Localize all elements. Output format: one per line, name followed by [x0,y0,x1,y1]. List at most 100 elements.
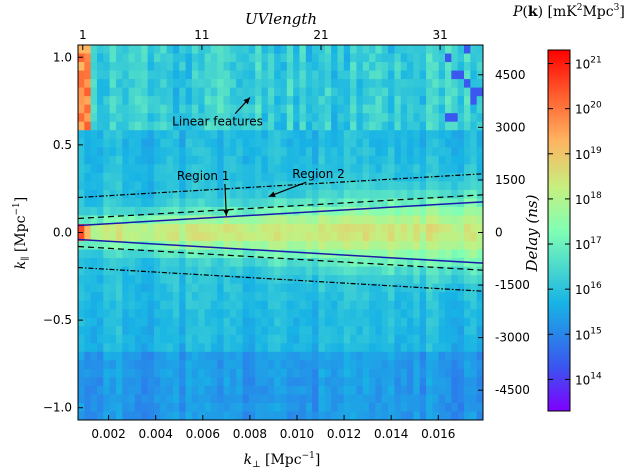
heatmap-cell [331,411,339,420]
heatmap-cell [419,385,427,396]
heatmap-cell [255,360,263,370]
heatmap-cell [153,368,161,378]
heatmap-cell [122,377,130,387]
heatmap-cell [255,62,263,72]
heatmap-cell [274,223,282,234]
heatmap-cell [274,317,282,327]
heatmap-cell [457,385,465,396]
heatmap-cell [191,394,199,404]
heatmap-cell [400,138,408,148]
heatmap-cell [242,334,250,344]
heatmap-cell [293,223,301,234]
heatmap-cell [191,70,199,80]
heatmap-cell [242,138,250,148]
heatmap-cell [248,79,256,89]
heatmap-cell [356,121,364,131]
heatmap-cell [356,351,364,361]
heatmap-cell [375,300,383,310]
heatmap-cell [122,147,130,157]
heatmap-cell [274,87,282,97]
heatmap-cell [153,215,161,225]
heatmap-cell [318,215,326,225]
heatmap-cell [394,275,402,285]
heatmap-cell [153,258,161,268]
heatmap-cell [128,317,136,327]
heatmap-cell [356,368,364,378]
heatmap-cell [255,104,263,114]
heatmap-cell [356,206,364,217]
heatmap-cell [362,275,370,285]
heatmap-cell [109,104,117,114]
heatmap-cell [128,62,136,72]
heatmap-cell [438,241,446,251]
heatmap-cell [84,249,92,259]
heatmap-cell [96,343,104,353]
heatmap-cell [293,283,301,293]
heatmap-cell [407,275,414,285]
heatmap-cell [147,258,155,268]
heatmap-cell [96,79,104,89]
heatmap-cell [115,309,123,319]
heatmap-cell [128,292,136,302]
heatmap-cell [191,292,199,302]
heatmap-cell [96,283,104,293]
heatmap-cell [305,96,313,106]
heatmap-cell [312,198,320,208]
heatmap-cell [470,172,478,182]
heatmap-cell [331,266,339,276]
heatmap-cell [331,215,339,225]
heatmap-cell [312,283,320,293]
heatmap-cell [122,317,130,327]
heatmap-cell [419,121,427,131]
heatmap-cell [204,198,212,208]
heatmap-cell [128,155,136,165]
x-tick-label: 0.010 [280,427,314,441]
heatmap-cell [318,198,326,208]
heatmap-cell [134,249,142,259]
heatmap-cell [166,206,174,217]
heatmap-cell [172,300,180,310]
heatmap-cell [400,155,408,165]
heatmap-cell [134,368,142,378]
heatmap-cell [236,164,244,174]
heatmap-cell [388,215,396,225]
heatmap-cell [400,360,408,370]
heatmap-cell [223,334,231,344]
heatmap-cell [179,377,187,387]
heatmap-cell [84,147,92,157]
heatmap-cell [141,258,149,268]
heatmap-cell [147,292,155,302]
heatmap-cell [350,87,358,97]
heatmap-cell [470,232,478,242]
heatmap-cell [84,79,92,89]
heatmap-cell [464,189,471,200]
heatmap-cell [103,79,111,89]
heatmap-cell [204,215,212,225]
heatmap-cell [299,283,307,293]
colorbar [547,49,571,412]
heatmap-cell [84,181,92,191]
heatmap-cell [388,241,396,251]
heatmap-cell [217,113,225,123]
heatmap-cell [331,104,339,114]
heatmap-cell [394,113,402,123]
heatmap-cell [324,317,332,327]
heatmap-cell [470,189,478,200]
heatmap-cell [242,360,250,370]
heatmap-cell [394,326,402,336]
heatmap-cell [331,402,339,413]
heatmap-cell [350,189,358,200]
heatmap-cell [426,198,433,208]
heatmap-cell [210,215,218,225]
heatmap-cell [362,241,370,251]
heatmap-cell [400,164,408,174]
heatmap-cell [267,113,275,123]
heatmap-cell [318,155,326,165]
heatmap-cell [318,181,326,191]
heatmap-cell [432,147,440,157]
heatmap-cell [103,70,111,80]
heatmap-cell [248,394,256,404]
heatmap-cell [413,402,421,413]
heatmap-cell [96,215,104,225]
heatmap-cell [407,360,414,370]
